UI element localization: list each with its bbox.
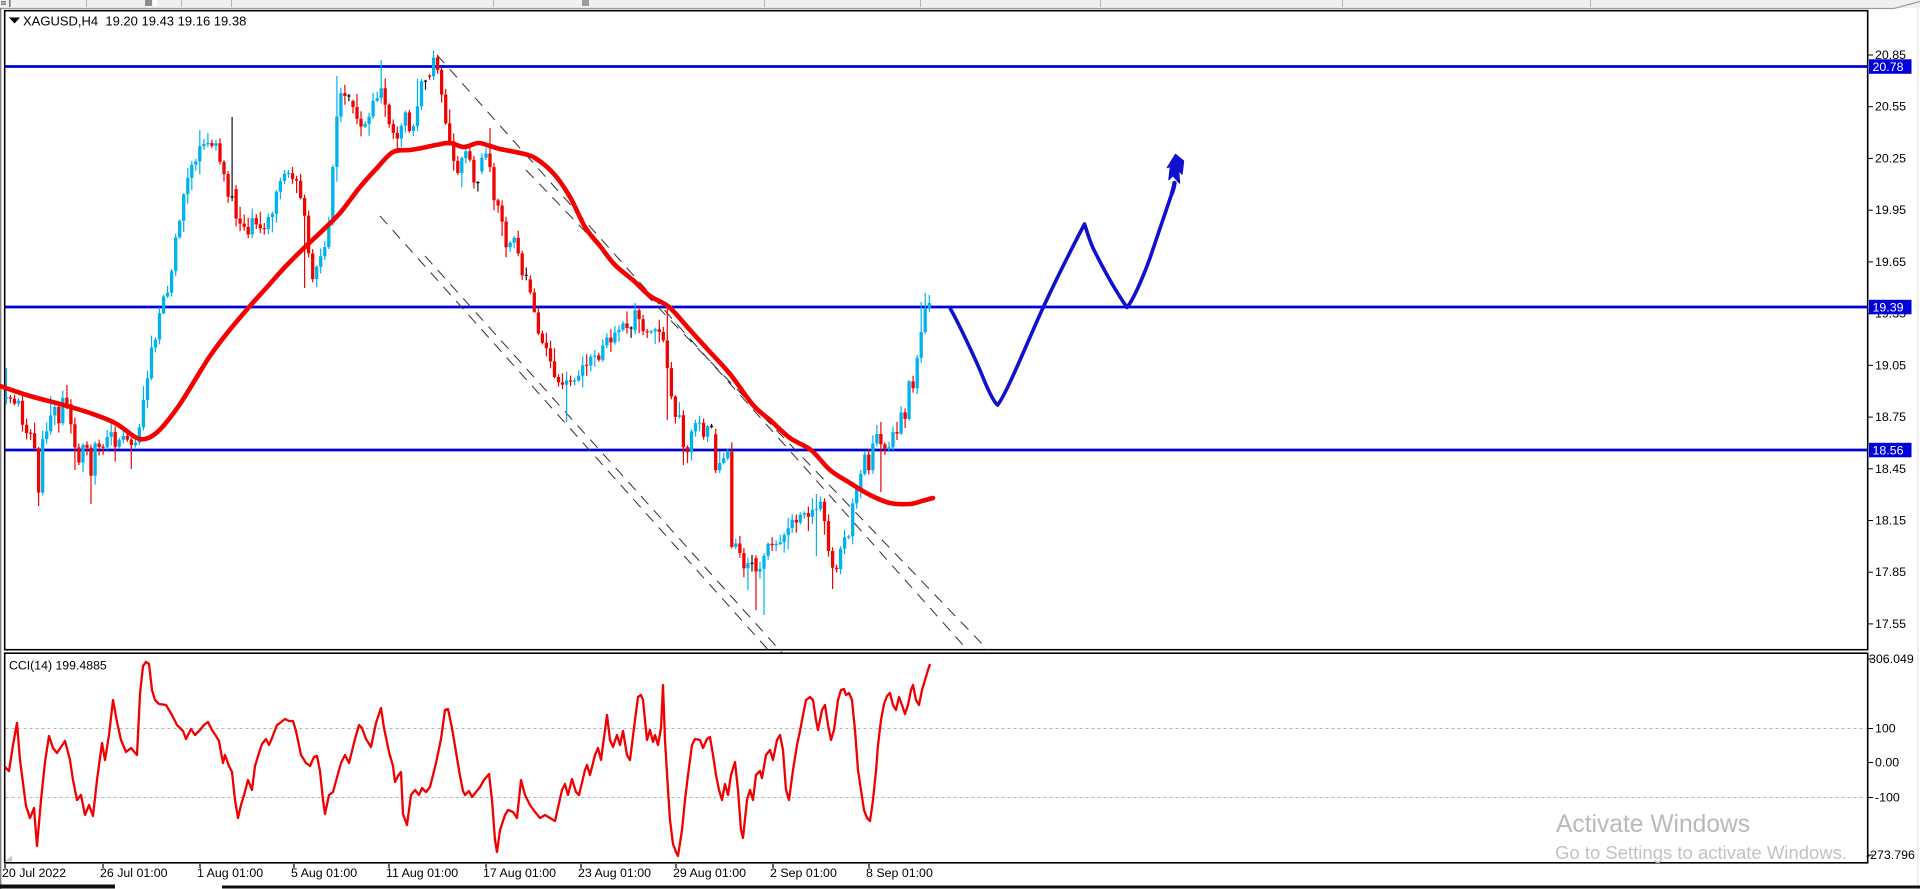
svg-text:19.05: 19.05 bbox=[1875, 358, 1906, 372]
svg-text:5 Aug 01:00: 5 Aug 01:00 bbox=[291, 866, 357, 880]
svg-text:17.85: 17.85 bbox=[1875, 565, 1906, 579]
svg-text:306.049: 306.049 bbox=[1869, 652, 1914, 666]
svg-text:20.78: 20.78 bbox=[1873, 60, 1904, 74]
svg-text:26 Jul 01:00: 26 Jul 01:00 bbox=[100, 866, 168, 880]
svg-text:20 Jul 2022: 20 Jul 2022 bbox=[2, 866, 66, 880]
svg-text:17 Aug 01:00: 17 Aug 01:00 bbox=[483, 866, 556, 880]
svg-text:2 Sep 01:00: 2 Sep 01:00 bbox=[770, 866, 837, 880]
svg-text:17.55: 17.55 bbox=[1875, 617, 1906, 631]
svg-text:20.25: 20.25 bbox=[1875, 151, 1906, 165]
svg-text:XAGUSD,H4 19.20 19.43 19.16 1: XAGUSD,H4 19.20 19.43 19.16 19.38 bbox=[23, 14, 246, 29]
svg-text:1 Aug 01:00: 1 Aug 01:00 bbox=[197, 866, 263, 880]
svg-text:18.15: 18.15 bbox=[1875, 514, 1906, 528]
svg-text:100: 100 bbox=[1875, 722, 1896, 736]
svg-text:29 Aug 01:00: 29 Aug 01:00 bbox=[673, 866, 746, 880]
svg-text:0.00: 0.00 bbox=[1875, 756, 1899, 770]
svg-text:-100: -100 bbox=[1875, 791, 1900, 805]
svg-text:8 Sep 01:00: 8 Sep 01:00 bbox=[866, 866, 933, 880]
svg-text:Go to Settings to activate Win: Go to Settings to activate Windows. bbox=[1555, 842, 1847, 863]
svg-text:20.55: 20.55 bbox=[1875, 100, 1906, 114]
svg-text:19.95: 19.95 bbox=[1875, 203, 1906, 217]
svg-text:-273.796: -273.796 bbox=[1866, 848, 1915, 862]
svg-text:11 Aug 01:00: 11 Aug 01:00 bbox=[386, 866, 458, 880]
svg-text:18.56: 18.56 bbox=[1873, 444, 1904, 458]
svg-text:19.39: 19.39 bbox=[1873, 301, 1904, 315]
svg-text:18.45: 18.45 bbox=[1875, 462, 1906, 476]
svg-text:20.85: 20.85 bbox=[1875, 48, 1906, 62]
svg-text:23 Aug 01:00: 23 Aug 01:00 bbox=[578, 866, 651, 880]
svg-text:CCI(14) 199.4885: CCI(14) 199.4885 bbox=[9, 659, 107, 673]
svg-text:18.75: 18.75 bbox=[1875, 410, 1906, 424]
svg-text:Activate Windows: Activate Windows bbox=[1556, 811, 1750, 838]
svg-text:19.65: 19.65 bbox=[1875, 255, 1906, 269]
